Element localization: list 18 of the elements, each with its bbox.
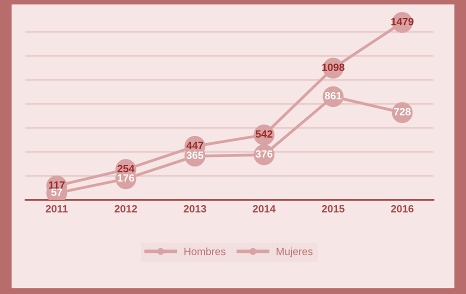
data-label: 117 <box>48 181 65 189</box>
data-label: 376 <box>256 150 272 158</box>
data-label: 447 <box>186 142 204 149</box>
x-tick-label: 2015 <box>322 205 344 212</box>
legend-label: Mujeres <box>276 248 313 258</box>
data-label: 728 <box>394 108 411 116</box>
data-label: 365 <box>186 152 204 159</box>
legend-label: Hombres <box>184 248 226 256</box>
data-label: 57 <box>51 188 62 196</box>
x-tick-label: 2014 <box>252 205 276 212</box>
x-tick-label: 2012 <box>114 205 138 212</box>
x-tick-label: 2016 <box>391 205 414 212</box>
data-label: 542 <box>256 130 272 138</box>
x-tick-label: 2013 <box>184 205 206 212</box>
data-label: 861 <box>324 92 342 100</box>
data-label: 254 <box>118 164 134 172</box>
data-label: 176 <box>118 174 134 182</box>
x-tick-label: 2011 <box>46 205 68 212</box>
